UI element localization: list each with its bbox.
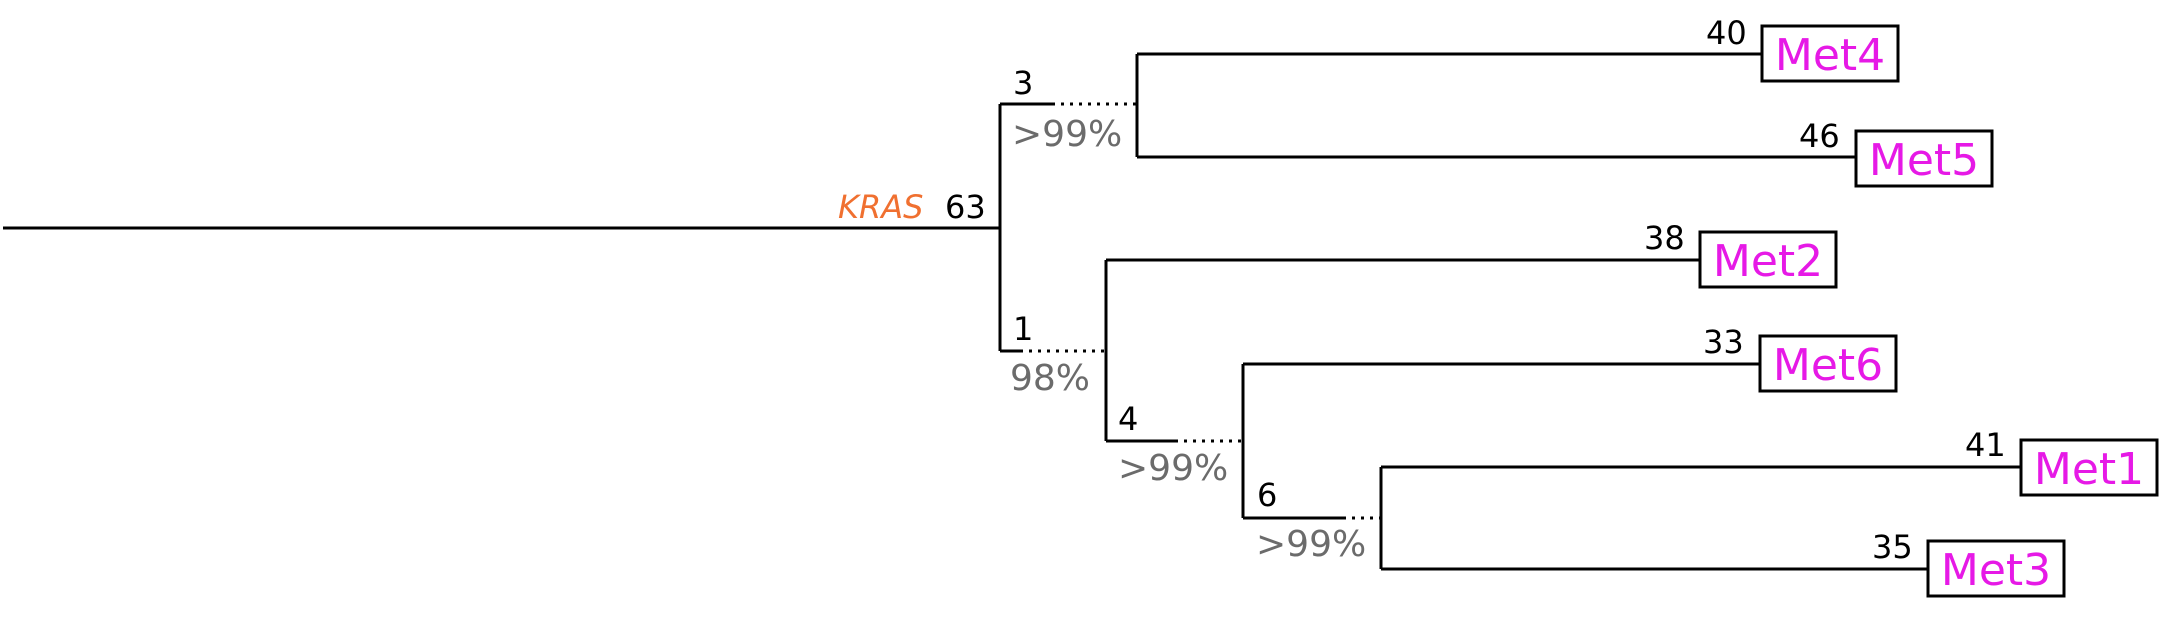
met6-label: Met6 bbox=[1773, 340, 1883, 391]
clade-met6-met1-met3-count: 4 bbox=[1118, 400, 1138, 438]
met6-count: 33 bbox=[1703, 323, 1744, 361]
gene-label: KRAS bbox=[838, 188, 923, 226]
met4-label: Met4 bbox=[1775, 30, 1885, 81]
clade-rest-count: 1 bbox=[1013, 310, 1033, 348]
clade-rest-support: 98% bbox=[1010, 358, 1090, 399]
clade-met1-met3-support: >99% bbox=[1256, 524, 1366, 565]
clade-met4-met5-count: 3 bbox=[1013, 64, 1033, 102]
leaf-met1: Met1 bbox=[2019, 438, 2159, 497]
clade-met1-met3-count: 6 bbox=[1257, 476, 1277, 514]
leaf-met2: Met2 bbox=[1698, 230, 1838, 289]
met4-count: 40 bbox=[1706, 14, 1747, 52]
met2-label: Met2 bbox=[1713, 236, 1823, 287]
clade-met6-met1-met3-support: >99% bbox=[1118, 448, 1228, 489]
clade-met4-met5-support: >99% bbox=[1012, 114, 1122, 155]
leaf-met5: Met5 bbox=[1854, 129, 1994, 188]
met5-count: 46 bbox=[1799, 117, 1840, 155]
met3-label: Met3 bbox=[1941, 545, 2051, 596]
leaf-met6: Met6 bbox=[1758, 334, 1898, 393]
met1-label: Met1 bbox=[2034, 444, 2144, 495]
leaf-met4: Met4 bbox=[1760, 24, 1900, 83]
met5-label: Met5 bbox=[1869, 135, 1979, 186]
met2-count: 38 bbox=[1644, 219, 1685, 257]
leaf-met3: Met3 bbox=[1926, 539, 2066, 598]
met1-count: 41 bbox=[1965, 426, 2006, 464]
root-count: 63 bbox=[945, 188, 986, 226]
met3-count: 35 bbox=[1872, 528, 1913, 566]
